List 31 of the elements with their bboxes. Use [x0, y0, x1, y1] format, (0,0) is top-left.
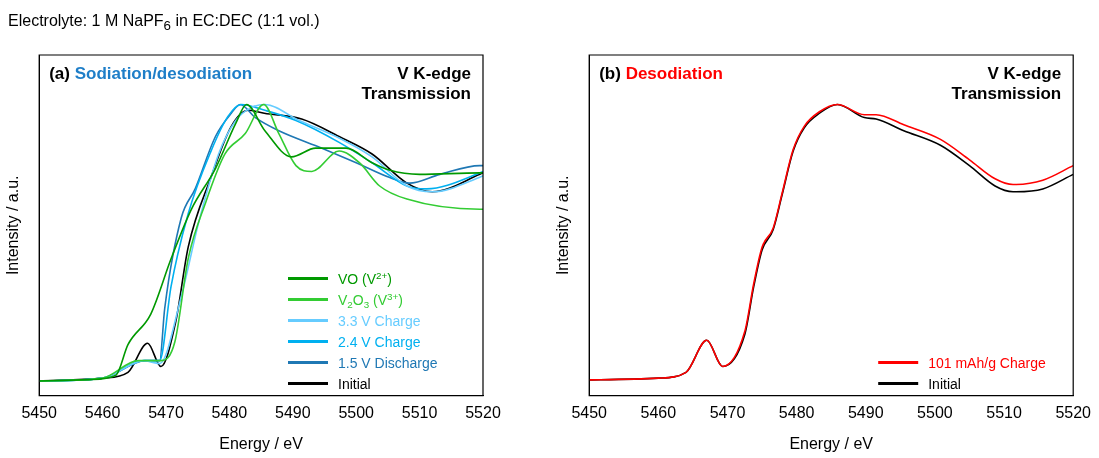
legend-label: 3.3 V Charge — [338, 312, 421, 329]
x-tick-label: 5480 — [778, 403, 815, 421]
legend-label: 1.5 V Discharge — [338, 354, 438, 371]
x-tick-label: 5450 — [571, 403, 608, 421]
x-tick-label: 5450 — [21, 403, 58, 421]
x-tick-label: 5460 — [640, 403, 677, 421]
x-tick-label: 5470 — [148, 403, 184, 421]
legend-label: 101 mAh/g Charge — [928, 354, 1046, 371]
x-tick-label: 5520 — [1055, 403, 1092, 421]
x-tick-label: 5500 — [917, 403, 953, 421]
x-tick-label: 5490 — [275, 403, 311, 421]
chart-title: (b) Desodiation — [599, 64, 723, 83]
y-axis-title: Intensity / a.u. — [4, 175, 22, 276]
x-tick-label: 5490 — [847, 403, 884, 421]
legend-label: 2.4 V Charge — [338, 333, 421, 350]
x-tick-label: 5510 — [401, 403, 438, 421]
text: Electrolyte: 1 M NaPF$_{6}$ in EC:DEC (1:1 vol.) — [8, 12, 320, 34]
legend-label: Initial — [928, 375, 961, 392]
text: V K-edge Transmission — [361, 64, 471, 103]
x-axis-title: Energy / eV — [219, 434, 304, 452]
legend-label: Initial — [338, 375, 371, 392]
x-tick-label: 5510 — [986, 403, 1022, 421]
y-axis-title: Intensity / a.u. — [554, 175, 572, 276]
x-tick-label: 5470 — [709, 403, 746, 421]
text: V K-edge Transmission — [951, 64, 1062, 103]
x-tick-label: 5460 — [84, 403, 121, 421]
chart-title: (a) Sodiation/desodiation — [49, 64, 253, 83]
x-tick-label: 5520 — [465, 403, 501, 421]
x-tick-label: 5500 — [338, 403, 375, 421]
x-axis-title: Energy / eV — [789, 434, 874, 452]
x-tick-label: 5480 — [211, 403, 248, 421]
